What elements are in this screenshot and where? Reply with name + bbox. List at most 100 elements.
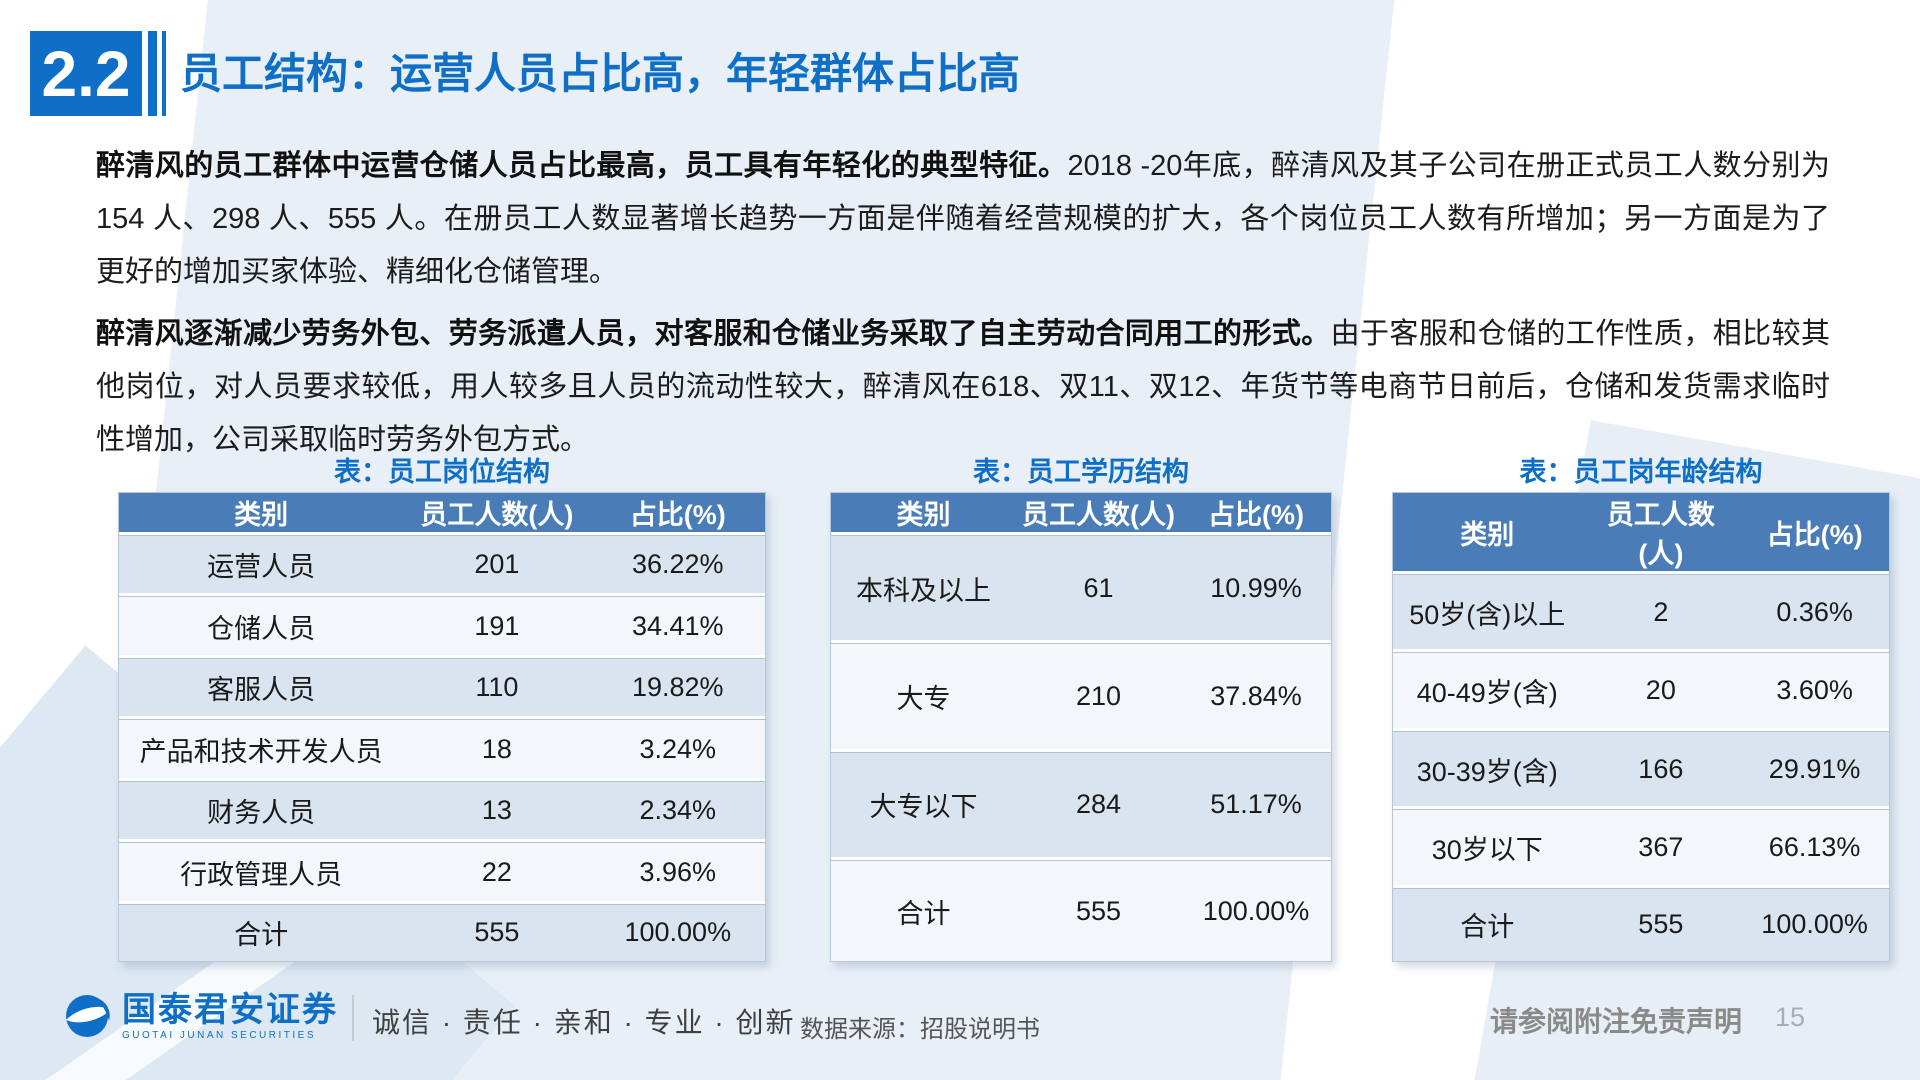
table-cell: 10.99% bbox=[1181, 535, 1331, 644]
table-row: 产品和技术开发人员 18 3.24% bbox=[119, 719, 765, 781]
table-row: 大专以下 284 51.17% bbox=[831, 751, 1331, 861]
table-cell: 0.36% bbox=[1740, 574, 1889, 653]
table-cell: 30岁以下 bbox=[1393, 809, 1582, 888]
position-structure-table-block: 表：员工岗位结构 类别 员工人数(人) 占比(%) 运营人员 201 36.22% 仓储人员… bbox=[118, 456, 766, 962]
column-header: 类别 bbox=[831, 493, 1016, 535]
table-cell: 29.91% bbox=[1740, 730, 1889, 810]
column-header: 占比(%) bbox=[1181, 493, 1331, 535]
table-cell: 客服人员 bbox=[119, 657, 404, 720]
table-cell: 2 bbox=[1581, 574, 1741, 653]
data-source-note: 数据来源：招股说明书 bbox=[800, 1016, 1040, 1043]
title-accent-bar bbox=[148, 31, 157, 116]
table-cell: 仓储人员 bbox=[119, 596, 404, 658]
table-cell: 运营人员 bbox=[119, 535, 404, 597]
table-cell: 大专以下 bbox=[831, 751, 1016, 861]
table-cell: 22 bbox=[403, 842, 591, 904]
column-header: 占比(%) bbox=[1740, 493, 1889, 574]
table-cell: 大专 bbox=[831, 643, 1016, 752]
footer: 国泰君安证券 GUOTAI JUNAN SECURITIES 诚信 · 责任 ·… bbox=[0, 985, 1920, 1065]
table-cell: 19.82% bbox=[590, 657, 765, 720]
paragraph-2: 醉清风逐渐减少劳务外包、劳务派遣人员，对客服和仓储业务采取了自主劳动合同用工的形… bbox=[96, 308, 1830, 467]
table-title-position: 表：员工岗位结构 bbox=[334, 457, 550, 487]
column-header: 员工人数(人) bbox=[1016, 493, 1181, 535]
table-cell: 本科及以上 bbox=[831, 535, 1016, 644]
table-cell: 产品和技术开发人员 bbox=[119, 719, 404, 781]
paragraph-1-lead: 醉清风的员工群体中运营仓储人员占比最高，员工具有年轻化的典型特征。 bbox=[96, 150, 1068, 182]
table-cell: 合计 bbox=[1393, 887, 1582, 961]
column-header: 类别 bbox=[1393, 493, 1582, 574]
table-cell: 3.60% bbox=[1740, 652, 1889, 731]
table-cell: 36.22% bbox=[590, 535, 765, 597]
table-cell: 100.00% bbox=[590, 903, 765, 961]
table-cell: 财务人员 bbox=[119, 780, 404, 843]
disclaimer-note: 请参阅附注免责声明 bbox=[1489, 1006, 1742, 1037]
body-text: 醉清风的员工群体中运营仓储人员占比最高，员工具有年轻化的典型特征。2018 -2… bbox=[96, 140, 1830, 476]
table-cell: 18 bbox=[403, 719, 591, 781]
brand: 国泰君安证券 GUOTAI JUNAN SECURITIES bbox=[64, 991, 338, 1041]
section-number-badge: 2.2 bbox=[30, 31, 142, 116]
table-row: 行政管理人员 22 3.96% bbox=[119, 842, 765, 904]
column-header: 类别 bbox=[119, 493, 404, 535]
table-cell: 3.24% bbox=[590, 719, 765, 781]
education-structure-table: 类别 员工人数(人) 占比(%) 本科及以上 61 10.99% 大专 210 37.84% 大专… bbox=[830, 492, 1332, 962]
table-cell: 555 bbox=[403, 903, 591, 961]
table-row: 运营人员 201 36.22% bbox=[119, 535, 765, 597]
table-row: 50岁(含)以上 2 0.36% bbox=[1393, 574, 1889, 653]
brand-subtitle: GUOTAI JUNAN SECURITIES bbox=[122, 1029, 316, 1041]
table-cell: 合计 bbox=[831, 860, 1016, 961]
guotai-junan-logo-icon bbox=[66, 995, 111, 1037]
table-row: 财务人员 13 2.34% bbox=[119, 780, 765, 843]
table-cell: 3.96% bbox=[590, 842, 765, 904]
title-accent-bar-thin bbox=[162, 31, 166, 116]
column-header: 员工人数(人) bbox=[403, 493, 591, 535]
brand-text: 国泰君安证券 GUOTAI JUNAN SECURITIES bbox=[122, 992, 338, 1041]
table-cell: 37.84% bbox=[1181, 643, 1331, 752]
table-cell: 20 bbox=[1581, 652, 1741, 731]
brand-name: 国泰君安证券 bbox=[122, 990, 338, 1029]
table-cell: 191 bbox=[403, 596, 591, 658]
paragraph-1: 醉清风的员工群体中运营仓储人员占比最高，员工具有年轻化的典型特征。2018 -2… bbox=[96, 140, 1830, 299]
table-cell: 166 bbox=[1581, 730, 1741, 810]
table-cell: 66.13% bbox=[1740, 809, 1889, 888]
table-row: 30-39岁(含) 166 29.91% bbox=[1393, 730, 1889, 810]
page-number: 15 bbox=[1774, 1002, 1805, 1032]
table-total-row: 合计 555 100.00% bbox=[1393, 887, 1889, 961]
table-header-row: 类别 员工人数(人) 占比(%) bbox=[119, 493, 765, 535]
table-cell: 61 bbox=[1016, 535, 1181, 644]
table-cell: 110 bbox=[403, 657, 591, 720]
table-title-education: 表：员工学历结构 bbox=[973, 457, 1189, 487]
table-header-row: 类别 员工人数(人) 占比(%) bbox=[1393, 493, 1889, 574]
table-cell: 100.00% bbox=[1181, 860, 1331, 961]
table-cell: 210 bbox=[1016, 643, 1181, 752]
footer-divider bbox=[352, 995, 354, 1041]
paragraph-2-lead: 醉清风逐渐减少劳务外包、劳务派遣人员，对客服和仓储业务采取了自主劳动合同用工的形… bbox=[96, 318, 1331, 350]
table-row: 40-49岁(含) 20 3.60% bbox=[1393, 652, 1889, 731]
table-cell: 284 bbox=[1016, 751, 1181, 861]
column-header: 占比(%) bbox=[590, 493, 765, 535]
table-cell: 34.41% bbox=[590, 596, 765, 658]
table-cell: 51.17% bbox=[1181, 751, 1331, 861]
table-title-age: 表：员工岗年龄结构 bbox=[1519, 457, 1763, 487]
position-structure-table: 类别 员工人数(人) 占比(%) 运营人员 201 36.22% 仓储人员 191 34.41%… bbox=[118, 492, 766, 962]
table-cell: 100.00% bbox=[1740, 887, 1889, 961]
table-row: 本科及以上 61 10.99% bbox=[831, 535, 1331, 644]
table-cell: 行政管理人员 bbox=[119, 842, 404, 904]
table-row: 客服人员 110 19.82% bbox=[119, 657, 765, 720]
table-cell: 555 bbox=[1016, 860, 1181, 961]
table-cell: 13 bbox=[403, 780, 591, 843]
table-cell: 30-39岁(含) bbox=[1393, 730, 1582, 810]
table-cell: 555 bbox=[1581, 887, 1741, 961]
age-structure-table-block: 表：员工岗年龄结构 类别 员工人数(人) 占比(%) 50岁(含)以上 2 0.36% 40… bbox=[1392, 456, 1890, 962]
table-cell: 50岁(含)以上 bbox=[1393, 574, 1582, 653]
table-total-row: 合计 555 100.00% bbox=[119, 903, 765, 961]
education-structure-table-block: 表：员工学历结构 类别 员工人数(人) 占比(%) 本科及以上 61 10.99% 大专 21… bbox=[830, 456, 1332, 962]
brand-slogan: 诚信 · 责任 · 亲和 · 专业 · 创新 bbox=[372, 1007, 796, 1038]
table-row: 仓储人员 191 34.41% bbox=[119, 596, 765, 658]
page-title: 员工结构：运营人员占比高，年轻群体占比高 bbox=[180, 50, 1021, 97]
column-header: 员工人数(人) bbox=[1581, 493, 1741, 574]
table-cell: 367 bbox=[1581, 809, 1741, 888]
table-header-row: 类别 员工人数(人) 占比(%) bbox=[831, 493, 1331, 535]
table-total-row: 合计 555 100.00% bbox=[831, 860, 1331, 961]
table-cell: 合计 bbox=[119, 903, 404, 961]
